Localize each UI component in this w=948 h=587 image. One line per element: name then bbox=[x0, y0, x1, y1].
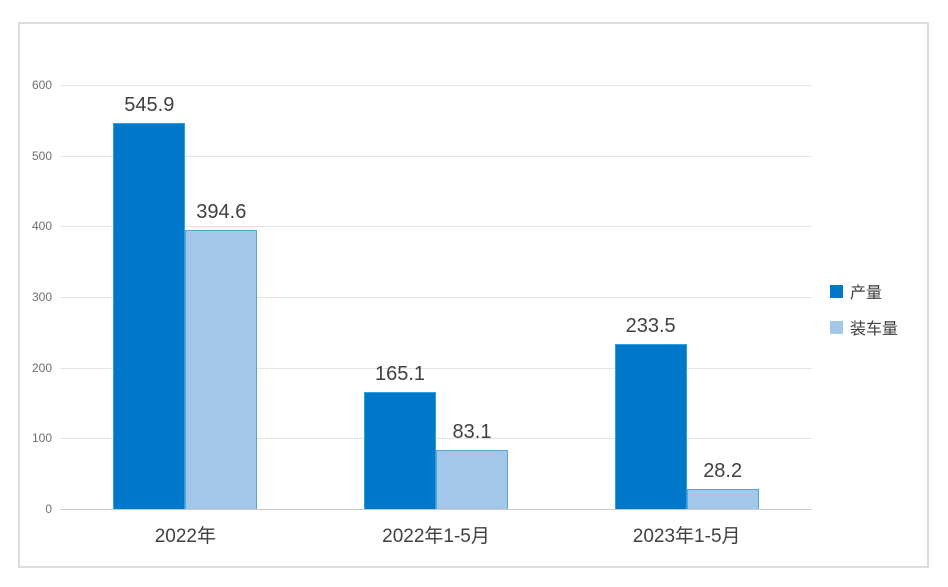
bar-series0-cat0 bbox=[113, 123, 186, 509]
gridline bbox=[60, 297, 812, 298]
data-label: 233.5 bbox=[625, 314, 676, 337]
y-axis-tick-label: 0 bbox=[45, 502, 52, 516]
y-axis-tick-label: 600 bbox=[31, 78, 52, 92]
bar-series0-cat2 bbox=[614, 343, 687, 509]
data-label: 83.1 bbox=[452, 421, 492, 444]
data-label: 545.9 bbox=[124, 94, 175, 117]
y-axis-tick-label: 200 bbox=[31, 360, 52, 375]
x-axis-category-label: 2022年1-5月 bbox=[382, 526, 490, 547]
legend-swatch-chanliang-icon bbox=[830, 284, 843, 298]
x-axis-line bbox=[60, 509, 812, 510]
x-axis-category-label: 2023年1-5月 bbox=[632, 526, 741, 547]
data-label: 394.6 bbox=[196, 201, 247, 224]
data-label: 28.2 bbox=[703, 460, 743, 483]
legend-item-zhuangcheliang: 装车量 bbox=[830, 315, 898, 339]
legend-label-zhuangcheliang: 装车量 bbox=[850, 321, 899, 338]
bar-series1-cat1 bbox=[436, 450, 508, 509]
gridline bbox=[60, 155, 812, 157]
legend: 产量 装车量 bbox=[830, 279, 898, 351]
gridline bbox=[60, 226, 812, 228]
y-axis-tick-label: 300 bbox=[31, 290, 52, 304]
data-label: 165.1 bbox=[374, 363, 426, 386]
bar-series0-cat1 bbox=[364, 392, 436, 509]
gridline bbox=[60, 438, 812, 440]
x-axis-category-label: 2022年 bbox=[154, 526, 216, 547]
legend-label-chanliang: 产量 bbox=[850, 285, 883, 302]
gridline bbox=[60, 85, 812, 86]
y-axis-tick-label: 100 bbox=[31, 431, 52, 446]
legend-item-chanliang: 产量 bbox=[830, 279, 898, 303]
y-axis-tick-label: 400 bbox=[31, 219, 52, 234]
gridline bbox=[60, 367, 812, 369]
bar-series1-cat2 bbox=[686, 489, 759, 509]
bar-series1-cat0 bbox=[185, 230, 258, 509]
y-axis-tick-label: 500 bbox=[31, 148, 52, 163]
legend-swatch-zhuangcheliang-icon bbox=[830, 320, 843, 334]
